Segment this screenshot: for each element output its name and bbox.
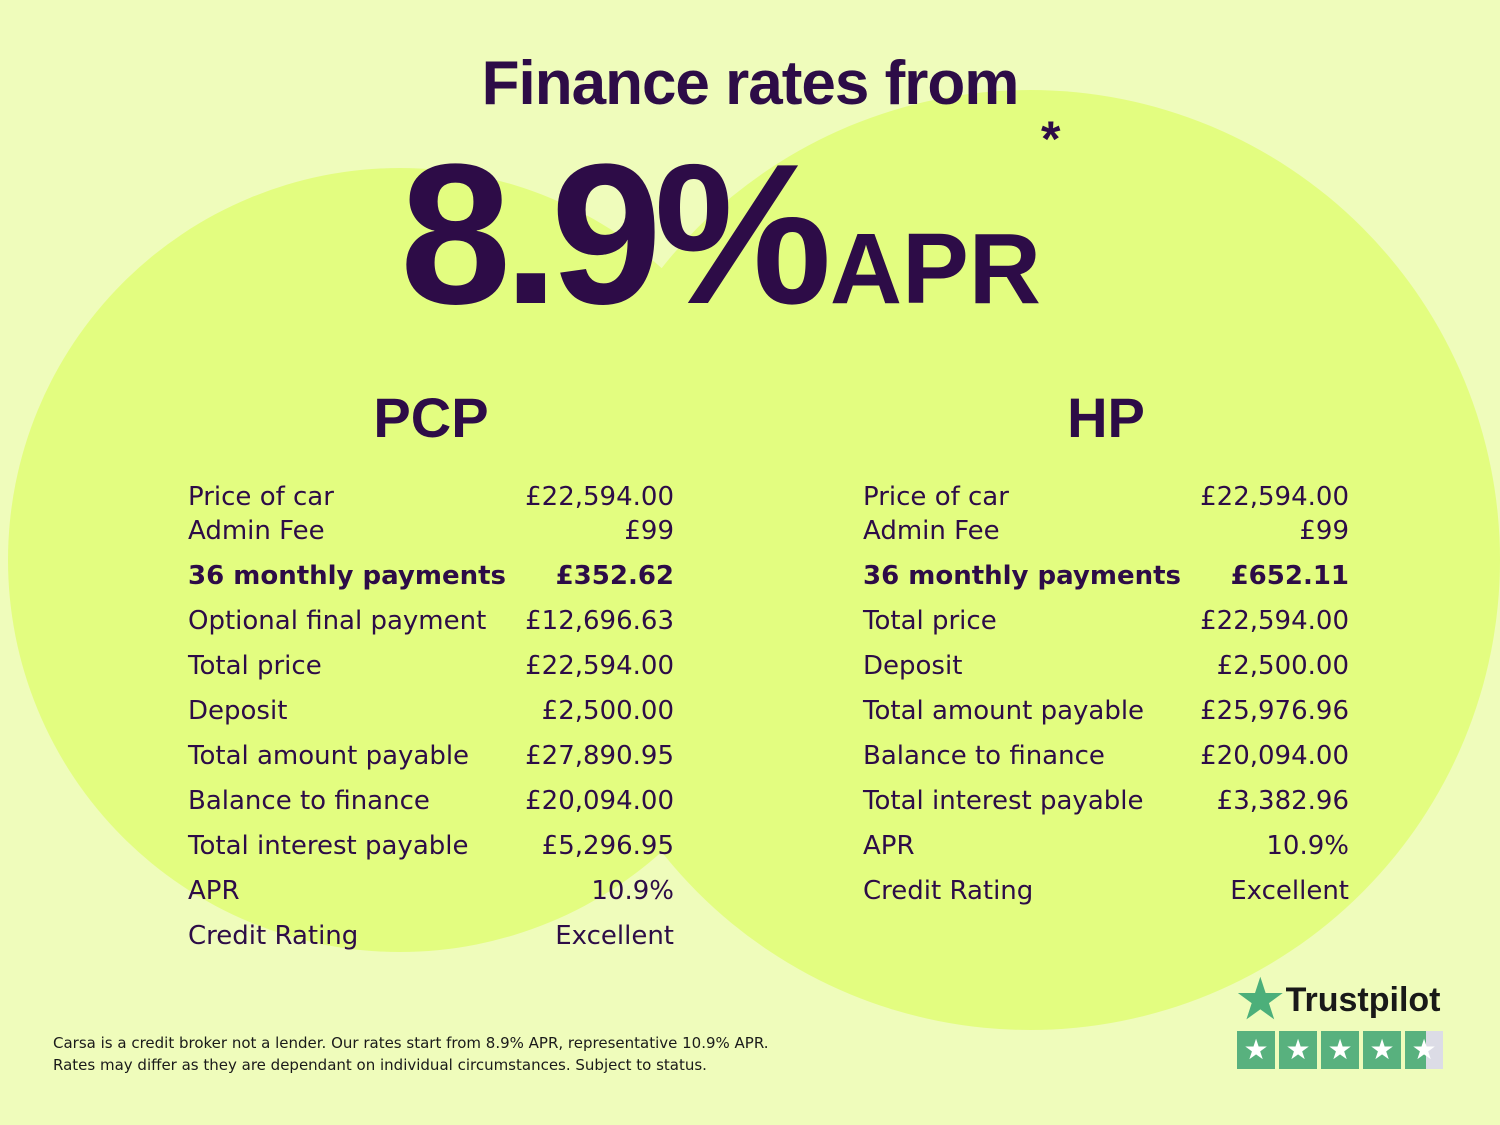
row-label: APR: [863, 831, 915, 861]
row-label: APR: [188, 876, 240, 906]
trustpilot-name: Trustpilot: [1285, 980, 1441, 1019]
table-row: Optional final payment £12,696.63: [188, 604, 674, 649]
row-label: Total interest payable: [188, 831, 469, 861]
rating-star-icon: ★: [1321, 1031, 1359, 1069]
row-label: Balance to finance: [863, 741, 1105, 771]
row-label: Admin Fee: [863, 516, 1000, 546]
pcp-rows: Price of car £22,594.00 Admin Fee £99 36 mon…: [188, 480, 674, 964]
row-value: Excellent: [555, 921, 674, 951]
row-label: Price of car: [188, 482, 334, 512]
pcp-title: PCP: [373, 386, 489, 449]
rating-star-icon: ★: [1279, 1031, 1317, 1069]
row-value: £12,696.63: [525, 606, 674, 636]
row-value: £652.11: [1230, 561, 1349, 591]
hp-table: HP Price of car £22,594.00 Admin Fee £99 36 …: [863, 385, 1349, 919]
table-row: Credit Rating Excellent: [188, 919, 674, 964]
table-row: Total price £22,594.00: [188, 649, 674, 694]
table-row: Total interest payable £5,296.95: [188, 829, 674, 874]
row-label: Balance to finance: [188, 786, 430, 816]
row-value: £3,382.96: [1216, 786, 1349, 816]
rate-asterisk: *: [1041, 111, 1061, 167]
row-value: 10.9%: [591, 876, 674, 906]
table-row: Credit Rating Excellent: [863, 874, 1349, 919]
table-row: Total amount payable £27,890.95: [188, 739, 674, 784]
rate-display: 8.9%APR*: [400, 111, 1060, 350]
table-row: Balance to finance £20,094.00: [188, 784, 674, 829]
row-value: £27,890.95: [525, 741, 674, 771]
rating-star-icon: ★: [1363, 1031, 1401, 1069]
rate-value: 8.9%: [400, 123, 832, 346]
table-row: Deposit £2,500.00: [188, 694, 674, 739]
row-label: Optional final payment: [188, 606, 487, 636]
table-row: Price of car £22,594.00: [188, 480, 674, 514]
row-value: £352.62: [555, 561, 674, 591]
row-value: £2,500.00: [541, 696, 674, 726]
row-label: Total price: [863, 606, 997, 636]
row-label: Deposit: [863, 651, 963, 681]
row-label: 36 monthly payments: [863, 561, 1181, 591]
table-row: Admin Fee £99: [188, 514, 674, 548]
trustpilot-logo: ★ Trustpilot: [1237, 971, 1443, 1029]
row-label: Price of car: [863, 482, 1009, 512]
table-row: APR 10.9%: [188, 874, 674, 919]
table-row: 36 monthly payments £652.11: [863, 559, 1349, 604]
row-label: Admin Fee: [188, 516, 325, 546]
trustpilot-rating: ★ ★ ★ ★ ★: [1237, 1031, 1443, 1069]
table-row: Admin Fee £99: [863, 514, 1349, 548]
table-row: 36 monthly payments £352.62: [188, 559, 674, 604]
row-label: Total amount payable: [188, 741, 470, 771]
row-value: £22,594.00: [1200, 482, 1349, 512]
trustpilot-badge: ★ Trustpilot ★ ★ ★ ★ ★: [1237, 971, 1443, 1069]
table-row: Price of car £22,594.00: [863, 480, 1349, 514]
row-label: Total amount payable: [863, 696, 1145, 726]
footnote-line: Carsa is a credit broker not a lender. O…: [53, 1034, 769, 1052]
rating-star-icon: ★: [1237, 1031, 1275, 1069]
rate-unit: APR: [829, 213, 1041, 325]
row-value: £22,594.00: [1200, 606, 1349, 636]
hp-title: HP: [1067, 386, 1145, 449]
table-row: Total amount payable £25,976.96: [863, 694, 1349, 739]
table-row: Balance to finance £20,094.00: [863, 739, 1349, 784]
row-label: Total interest payable: [863, 786, 1144, 816]
rating-star-icon: ★: [1405, 1031, 1443, 1069]
row-value: £22,594.00: [525, 651, 674, 681]
row-label: Credit Rating: [188, 921, 359, 951]
row-label: 36 monthly payments: [188, 561, 506, 591]
row-value: £99: [1299, 516, 1349, 546]
star-icon: ★: [1237, 971, 1284, 1029]
row-value: £25,976.96: [1200, 696, 1349, 726]
row-value: Excellent: [1230, 876, 1349, 906]
row-value: £20,094.00: [525, 786, 674, 816]
row-label: Deposit: [188, 696, 288, 726]
background-circle-right: [560, 90, 1500, 1030]
headline: Finance rates from: [481, 49, 1020, 118]
pcp-table: PCP Price of car £22,594.00 Admin Fee £99 36…: [188, 385, 674, 964]
table-row: Total interest payable £3,382.96: [863, 784, 1349, 829]
row-value: £5,296.95: [541, 831, 674, 861]
row-value: £20,094.00: [1200, 741, 1349, 771]
row-value: £2,500.00: [1216, 651, 1349, 681]
row-value: £22,594.00: [525, 482, 674, 512]
table-row: Deposit £2,500.00: [863, 649, 1349, 694]
footnote: Carsa is a credit broker not a lender. O…: [53, 1032, 769, 1076]
row-label: Total price: [188, 651, 322, 681]
row-label: Credit Rating: [863, 876, 1034, 906]
row-value: 10.9%: [1266, 831, 1349, 861]
hp-rows: Price of car £22,594.00 Admin Fee £99 36 mon…: [863, 480, 1349, 919]
table-row: APR 10.9%: [863, 829, 1349, 874]
row-value: £99: [624, 516, 674, 546]
table-row: Total price £22,594.00: [863, 604, 1349, 649]
footnote-line: Rates may differ as they are dependant o…: [53, 1056, 707, 1074]
